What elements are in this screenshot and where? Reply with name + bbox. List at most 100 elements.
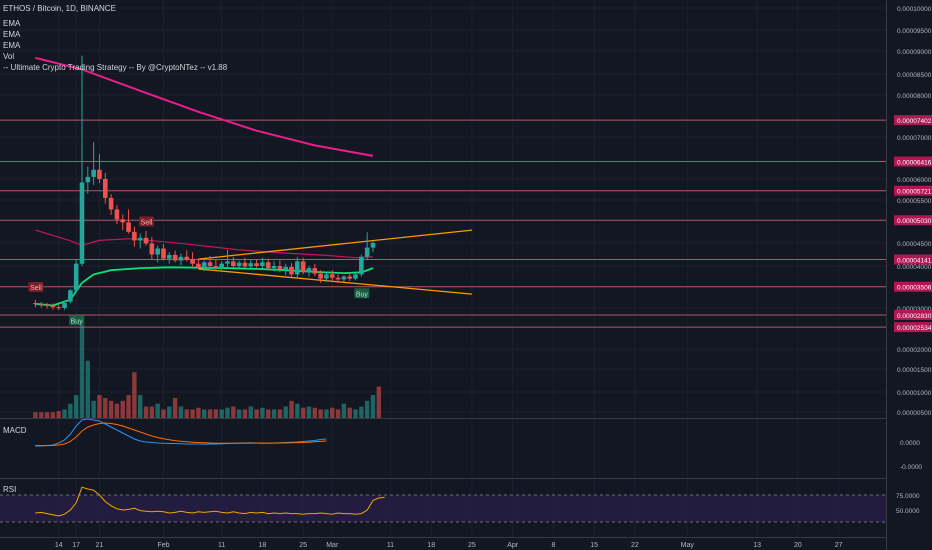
- candle-body[interactable]: [341, 276, 347, 280]
- legend-ema-2: EMA: [3, 30, 21, 39]
- candle-body[interactable]: [38, 304, 44, 306]
- candle-body[interactable]: [143, 237, 149, 244]
- candle-body[interactable]: [137, 237, 143, 241]
- time-tick-label: 20: [794, 542, 802, 549]
- volume-bar: [97, 395, 102, 418]
- candle-body[interactable]: [265, 262, 271, 269]
- candle-body[interactable]: [359, 256, 364, 275]
- candle-body[interactable]: [126, 222, 131, 232]
- price-tick-label: 0.00004000: [897, 264, 932, 271]
- candle-body[interactable]: [167, 254, 172, 259]
- candle-body[interactable]: [97, 169, 102, 179]
- candle-body[interactable]: [289, 266, 294, 275]
- volume-bar: [335, 409, 341, 418]
- candle-body[interactable]: [236, 262, 242, 266]
- volume-bar: [295, 403, 300, 418]
- candle-body[interactable]: [102, 179, 108, 198]
- volume-bar: [231, 406, 236, 418]
- candle-body[interactable]: [79, 182, 85, 264]
- candle-body[interactable]: [108, 197, 114, 210]
- candle-body[interactable]: [207, 262, 213, 266]
- rsi-tick-label: 50.0000: [896, 508, 920, 515]
- candle-body[interactable]: [190, 259, 195, 264]
- candle-body[interactable]: [318, 273, 323, 279]
- volume-bar: [202, 409, 207, 418]
- candle-body[interactable]: [73, 263, 79, 291]
- candle-body[interactable]: [324, 274, 329, 279]
- candle-body[interactable]: [132, 231, 137, 241]
- time-tick-label: 18: [259, 542, 267, 549]
- volume-bar: [306, 406, 312, 418]
- level-price-tag: [894, 309, 932, 320]
- price-tick-label: 0.00005500: [897, 198, 932, 205]
- candle-body[interactable]: [50, 305, 56, 308]
- rsi-line: [35, 486, 385, 517]
- candle-body[interactable]: [161, 248, 166, 259]
- candle-body[interactable]: [172, 254, 178, 261]
- candle-body[interactable]: [62, 302, 67, 308]
- volume-bar: [120, 400, 125, 418]
- candle-body[interactable]: [149, 243, 155, 255]
- time-tick-label: 18: [427, 542, 435, 549]
- candle-body[interactable]: [231, 261, 236, 266]
- candle-body[interactable]: [271, 266, 277, 269]
- candle-body[interactable]: [155, 248, 160, 255]
- candle-body[interactable]: [300, 261, 306, 273]
- candle-body[interactable]: [312, 268, 318, 274]
- volume-bar: [56, 411, 61, 418]
- candle-body[interactable]: [364, 247, 370, 257]
- volume-bar: [353, 409, 358, 418]
- candle-body[interactable]: [225, 261, 230, 264]
- candle-body[interactable]: [85, 176, 91, 183]
- volume-bar: [50, 412, 56, 418]
- rsi-tick-label: 75.0000: [896, 493, 920, 500]
- volume-bar: [347, 407, 352, 418]
- candle-body[interactable]: [329, 274, 335, 278]
- candle-body[interactable]: [201, 262, 207, 268]
- candle-body[interactable]: [242, 262, 248, 267]
- candle-body[interactable]: [283, 266, 288, 270]
- candle-body[interactable]: [33, 302, 38, 305]
- candle-body[interactable]: [370, 243, 376, 248]
- price-tick-label: 0.00010000: [897, 6, 932, 13]
- candle-body[interactable]: [295, 261, 300, 275]
- level-price-tag: [894, 215, 932, 226]
- candle-body[interactable]: [353, 274, 358, 279]
- macd-pane-label: MACD: [3, 426, 27, 435]
- level-price-tag: [894, 156, 932, 167]
- volume-bar: [91, 400, 96, 418]
- volume-bar: [277, 409, 283, 418]
- price-tick-label: 0.00000500: [897, 410, 932, 417]
- candle-body[interactable]: [248, 263, 254, 267]
- price-tick-label: 0.00003000: [897, 306, 932, 313]
- volume-bar: [242, 409, 248, 418]
- candle-body[interactable]: [347, 276, 353, 279]
- trend-line-upper[interactable]: [198, 229, 473, 260]
- candle-body[interactable]: [91, 169, 96, 177]
- time-tick-label: 11: [218, 542, 225, 549]
- candle-body[interactable]: [178, 256, 184, 261]
- candle-body[interactable]: [219, 263, 224, 269]
- volume-bar: [103, 397, 108, 418]
- candle-body[interactable]: [44, 304, 50, 306]
- trend-line-lower[interactable]: [198, 268, 472, 295]
- candle-body[interactable]: [335, 277, 341, 280]
- candle-body[interactable]: [114, 209, 120, 220]
- candle-body[interactable]: [56, 307, 62, 309]
- candle-body[interactable]: [184, 256, 190, 260]
- volume-bar: [196, 407, 201, 418]
- price-tick-label: 0.00002000: [897, 347, 932, 354]
- candle-body[interactable]: [260, 262, 265, 266]
- candle-body[interactable]: [120, 219, 126, 223]
- candle-body[interactable]: [277, 266, 283, 270]
- candle-body[interactable]: [196, 263, 201, 268]
- volume-bar: [318, 409, 323, 418]
- candle-body[interactable]: [68, 290, 73, 302]
- candle-body[interactable]: [254, 263, 259, 266]
- candle-body[interactable]: [306, 268, 312, 273]
- volume-bar: [248, 406, 253, 418]
- rsi-pane-label: RSI: [3, 485, 16, 494]
- candle-body[interactable]: [213, 266, 219, 269]
